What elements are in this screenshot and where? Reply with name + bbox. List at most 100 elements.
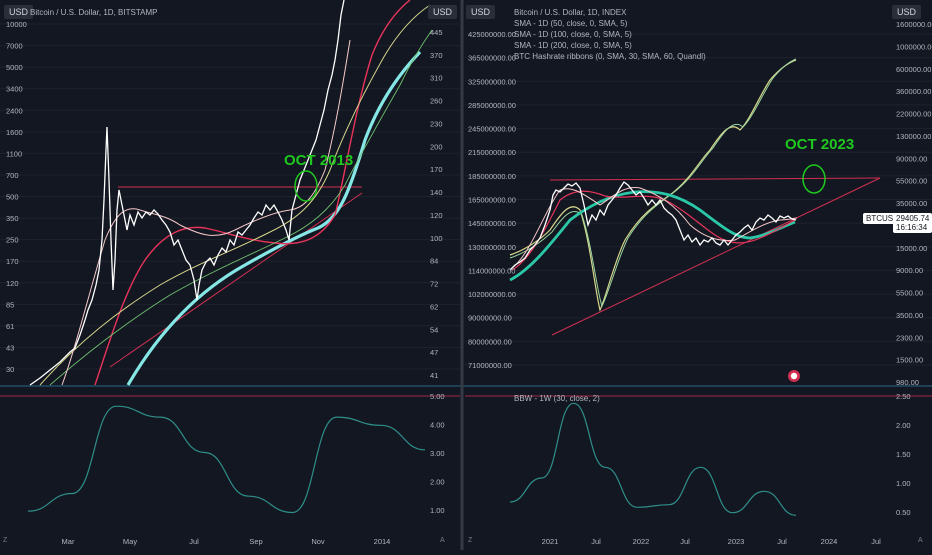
left-y-tick-label: 350 (6, 214, 19, 223)
current-price-label[interactable]: BTCUSD (863, 213, 902, 224)
right-y-tick-label: 71000000.00 (468, 361, 512, 370)
left-oct2013-circle (294, 170, 318, 202)
right-right-tick-label: 90000.00 (896, 154, 927, 163)
right-legend[interactable]: Bitcoin / U.S. Dollar, 1D, INDEX SMA - 1… (514, 7, 706, 62)
left-x-tick-label: 2014 (374, 537, 391, 546)
right-hashrate-ribbon-1 (509, 59, 797, 312)
right-x-tick-label: 2023 (728, 537, 745, 546)
right-right-tick-label: 35000.00 (896, 199, 927, 208)
left-right-tick-label: 47 (430, 348, 438, 357)
right-osc-tick-label: 0.50 (896, 508, 911, 517)
right-right-tick-label: 360000.00 (896, 87, 931, 96)
right-grid (465, 33, 932, 366)
right-y-tick-label: 285000000.00 (468, 101, 516, 110)
left-y-tick-label: 5000 (6, 63, 23, 72)
left-y-tick-label: 30 (6, 365, 14, 374)
left-x-tick-label: Mar (62, 537, 75, 546)
price-countdown: 16:16:34 (896, 223, 928, 232)
right-osc-tick-label: 1.50 (896, 450, 911, 459)
right-x-tick-label: 2021 (542, 537, 559, 546)
left-zoom-button[interactable]: Z (3, 537, 8, 544)
right-legend-hashrate[interactable]: BTC Hashrate ribbons (0, SMA, 30, SMA, 6… (514, 52, 706, 61)
right-x-tick-label: 2022 (633, 537, 650, 546)
right-trendline (551, 177, 881, 336)
left-annotation-oct2013[interactable]: OCT 2013 (284, 152, 354, 169)
left-oscillator-line (27, 405, 426, 514)
right-osc-tick-label: 2.50 (896, 392, 911, 401)
right-bbw-line (509, 402, 797, 516)
right-y-tick-label: 145000000.00 (468, 219, 516, 228)
left-x-tick-label: Sep (249, 537, 262, 546)
right-price-pane[interactable] (509, 58, 881, 382)
left-trendline (109, 192, 363, 368)
left-y-tick-label: 2400 (6, 106, 23, 115)
left-y-tick-label: 1600 (6, 128, 23, 137)
right-y-tick-label: 365000000.00 (468, 54, 516, 63)
right-price-line (509, 181, 797, 271)
left-right-tick-label: 200 (430, 142, 443, 151)
left-scale-tag-right[interactable]: USD (428, 5, 458, 19)
left-price-axis-left: 10000 7000 5000 3400 2400 1600 1100 700 500 350 25… (6, 20, 27, 374)
left-y-tick-label: 700 (6, 171, 19, 180)
left-price-pane[interactable] (29, 0, 433, 386)
left-osc-tick-label: 2.00 (430, 478, 445, 487)
right-right-tick-label: 130000.00 (896, 132, 931, 141)
left-right-tick-label: 72 (430, 280, 438, 289)
right-y-tick-label: 185000000.00 (468, 172, 516, 181)
right-osc-legend[interactable]: BBW - 1W (30, close, 2) (514, 394, 600, 403)
right-osc-tick-label: 2.00 (896, 421, 911, 430)
left-price-axis-right: 445 370 310 260 230 200 170 140 120 100 84 72 62 54 47… (430, 28, 443, 380)
left-y-tick-label: 10000 (6, 20, 27, 29)
right-y-tick-label: 165000000.00 (468, 196, 516, 205)
left-right-tick-label: 100 (430, 234, 443, 243)
right-x-tick-label: Jul (871, 537, 881, 546)
right-y-tick-label: 215000000.00 (468, 148, 516, 157)
left-legend-title[interactable]: Bitcoin / U.S. Dollar, 1D, BITSTAMP (30, 8, 158, 17)
right-oscillator-pane[interactable] (509, 402, 797, 516)
left-y-tick-label: 85 (6, 300, 14, 309)
price-value: 29405.74 (896, 214, 930, 223)
right-x-tick-label: Jul (591, 537, 601, 546)
left-right-tick-label: 54 (430, 325, 438, 334)
right-osc-tick-label: 1.00 (896, 479, 911, 488)
left-right-tick-label: 140 (430, 188, 443, 197)
right-y-tick-label: 325000000.00 (468, 77, 516, 86)
left-scale-tag[interactable]: USD (4, 5, 34, 19)
right-legend-sma100[interactable]: SMA - 1D (100, close, 0, SMA, 5) (514, 30, 632, 39)
left-oscillator-pane[interactable] (27, 405, 426, 514)
right-oct2023-circle (802, 164, 826, 194)
left-right-tick-label: 84 (430, 257, 438, 266)
right-y-tick-label: 425000000.00 (468, 30, 516, 39)
left-y-tick-label: 170 (6, 257, 19, 266)
right-scale-tag-right[interactable]: USD (892, 5, 922, 19)
right-legend-title[interactable]: Bitcoin / U.S. Dollar, 1D, INDEX (514, 8, 627, 17)
right-x-axis: 2021 Jul 2022 Jul 2023 Jul 2024 Jul (542, 537, 881, 546)
right-scale-tag[interactable]: USD (466, 5, 496, 19)
right-y-tick-label: 102000000.00 (468, 290, 516, 299)
left-y-tick-label: 3400 (6, 85, 23, 94)
left-x-tick-label: Jul (189, 537, 199, 546)
right-annotation-oct2023[interactable]: OCT 2023 (785, 136, 855, 153)
right-legend-sma200[interactable]: SMA - 1D (200, close, 0, SMA, 5) (514, 41, 632, 50)
right-x-tick-label: Jul (777, 537, 787, 546)
right-y-tick-label: 114000000.00 (468, 266, 515, 275)
right-osc-axis: 2.50 2.00 1.50 1.00 0.50 (896, 392, 911, 517)
left-right-tick-label: 370 (430, 51, 443, 60)
right-y-tick-label: 130000000.00 (468, 243, 516, 252)
right-zoom-button[interactable]: Z (468, 537, 473, 544)
right-y-tick-label: 80000000.00 (468, 337, 512, 346)
left-sma50-alt-line (49, 29, 433, 386)
current-price-box[interactable]: 29405.74 16:16:34 (893, 213, 932, 233)
price-symbol: BTCUSD (866, 214, 899, 223)
right-legend-sma50[interactable]: SMA - 1D (50, close, 0, SMA, 5) (514, 19, 628, 28)
left-y-tick-label: 7000 (6, 42, 23, 51)
right-auto-button[interactable]: A (918, 537, 923, 544)
left-grid (0, 23, 460, 370)
right-y-tick-label: 245000000.00 (468, 125, 516, 134)
left-osc-axis: 5.00 4.00 3.00 2.00 1.00 (430, 392, 445, 515)
left-auto-button[interactable]: A (440, 537, 445, 544)
left-y-tick-label: 1100 (6, 149, 22, 158)
left-osc-tick-label: 4.00 (430, 421, 445, 430)
